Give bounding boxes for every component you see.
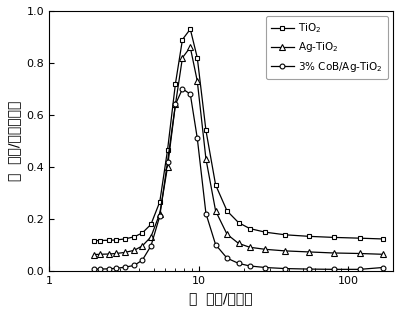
3% CoB/Ag-TiO$_2$ [247,264,252,268]
Ag-TiO$_2$ [165,165,170,168]
Ag-TiO$_2$ [195,79,200,83]
Ag-TiO$_2$ [204,157,208,161]
3% CoB/Ag-TiO$_2$ [195,136,200,140]
3% CoB/Ag-TiO$_2$ [188,92,193,96]
TiO$_2$ [331,236,336,239]
TiO$_2$ [140,231,145,235]
Ag-TiO$_2$ [247,246,252,249]
Line: Ag-TiO$_2$: Ag-TiO$_2$ [91,44,386,258]
Ag-TiO$_2$ [380,252,385,256]
TiO$_2$ [307,235,312,238]
TiO$_2$ [213,183,218,187]
3% CoB/Ag-TiO$_2$ [173,103,178,106]
Line: TiO$_2$: TiO$_2$ [92,27,385,243]
3% CoB/Ag-TiO$_2$ [263,266,268,269]
TiO$_2$ [165,148,170,152]
3% CoB/Ag-TiO$_2$ [331,267,336,271]
TiO$_2$ [358,236,362,240]
Ag-TiO$_2$ [122,251,127,254]
TiO$_2$ [92,239,96,243]
3% CoB/Ag-TiO$_2$ [204,212,208,215]
Ag-TiO$_2$ [283,249,288,253]
TiO$_2$ [247,227,252,231]
3% CoB/Ag-TiO$_2$ [180,87,185,91]
TiO$_2$ [180,38,185,41]
Ag-TiO$_2$ [263,247,268,251]
3% CoB/Ag-TiO$_2$ [114,266,118,270]
3% CoB/Ag-TiO$_2$ [225,256,230,260]
Ag-TiO$_2$ [225,232,230,236]
Ag-TiO$_2$ [331,251,336,255]
3% CoB/Ag-TiO$_2$ [92,267,96,271]
Ag-TiO$_2$ [92,253,96,256]
Ag-TiO$_2$ [132,249,136,252]
3% CoB/Ag-TiO$_2$ [132,264,136,267]
3% CoB/Ag-TiO$_2$ [236,261,241,265]
TiO$_2$ [263,230,268,234]
Ag-TiO$_2$ [236,241,241,245]
Ag-TiO$_2$ [140,244,145,248]
Ag-TiO$_2$ [98,252,103,256]
Ag-TiO$_2$ [106,252,111,256]
TiO$_2$ [132,235,136,239]
TiO$_2$ [188,27,193,31]
TiO$_2$ [114,238,118,242]
Ag-TiO$_2$ [188,46,193,49]
Ag-TiO$_2$ [180,56,185,60]
3% CoB/Ag-TiO$_2$ [307,267,312,271]
Ag-TiO$_2$ [358,251,362,255]
TiO$_2$ [106,238,111,242]
3% CoB/Ag-TiO$_2$ [358,267,362,271]
Ag-TiO$_2$ [148,235,153,239]
3% CoB/Ag-TiO$_2$ [380,266,385,269]
TiO$_2$ [225,209,230,213]
Line: 3% CoB/Ag-TiO$_2$: 3% CoB/Ag-TiO$_2$ [92,86,385,272]
3% CoB/Ag-TiO$_2$ [157,214,162,218]
TiO$_2$ [148,222,153,226]
X-axis label: 孔  径（/纳米）: 孔 径（/纳米） [189,291,253,305]
Ag-TiO$_2$ [173,103,178,106]
Legend: TiO$_2$, Ag-TiO$_2$, 3% CoB/Ag-TiO$_2$: TiO$_2$, Ag-TiO$_2$, 3% CoB/Ag-TiO$_2$ [266,16,388,79]
3% CoB/Ag-TiO$_2$ [148,244,153,248]
TiO$_2$ [122,237,127,241]
TiO$_2$ [173,82,178,85]
Ag-TiO$_2$ [213,209,218,213]
3% CoB/Ag-TiO$_2$ [213,243,218,246]
Y-axis label: 孔  容（/毫升每克）: 孔 容（/毫升每克） [7,100,21,181]
Ag-TiO$_2$ [157,212,162,215]
TiO$_2$ [283,233,288,237]
Ag-TiO$_2$ [307,250,312,254]
TiO$_2$ [236,221,241,224]
3% CoB/Ag-TiO$_2$ [283,267,288,271]
TiO$_2$ [195,56,200,60]
3% CoB/Ag-TiO$_2$ [122,266,127,269]
TiO$_2$ [157,200,162,204]
3% CoB/Ag-TiO$_2$ [165,160,170,163]
3% CoB/Ag-TiO$_2$ [106,267,111,271]
TiO$_2$ [204,129,208,132]
3% CoB/Ag-TiO$_2$ [140,258,145,262]
TiO$_2$ [98,239,103,242]
3% CoB/Ag-TiO$_2$ [98,267,103,271]
Ag-TiO$_2$ [114,251,118,255]
TiO$_2$ [380,237,385,241]
